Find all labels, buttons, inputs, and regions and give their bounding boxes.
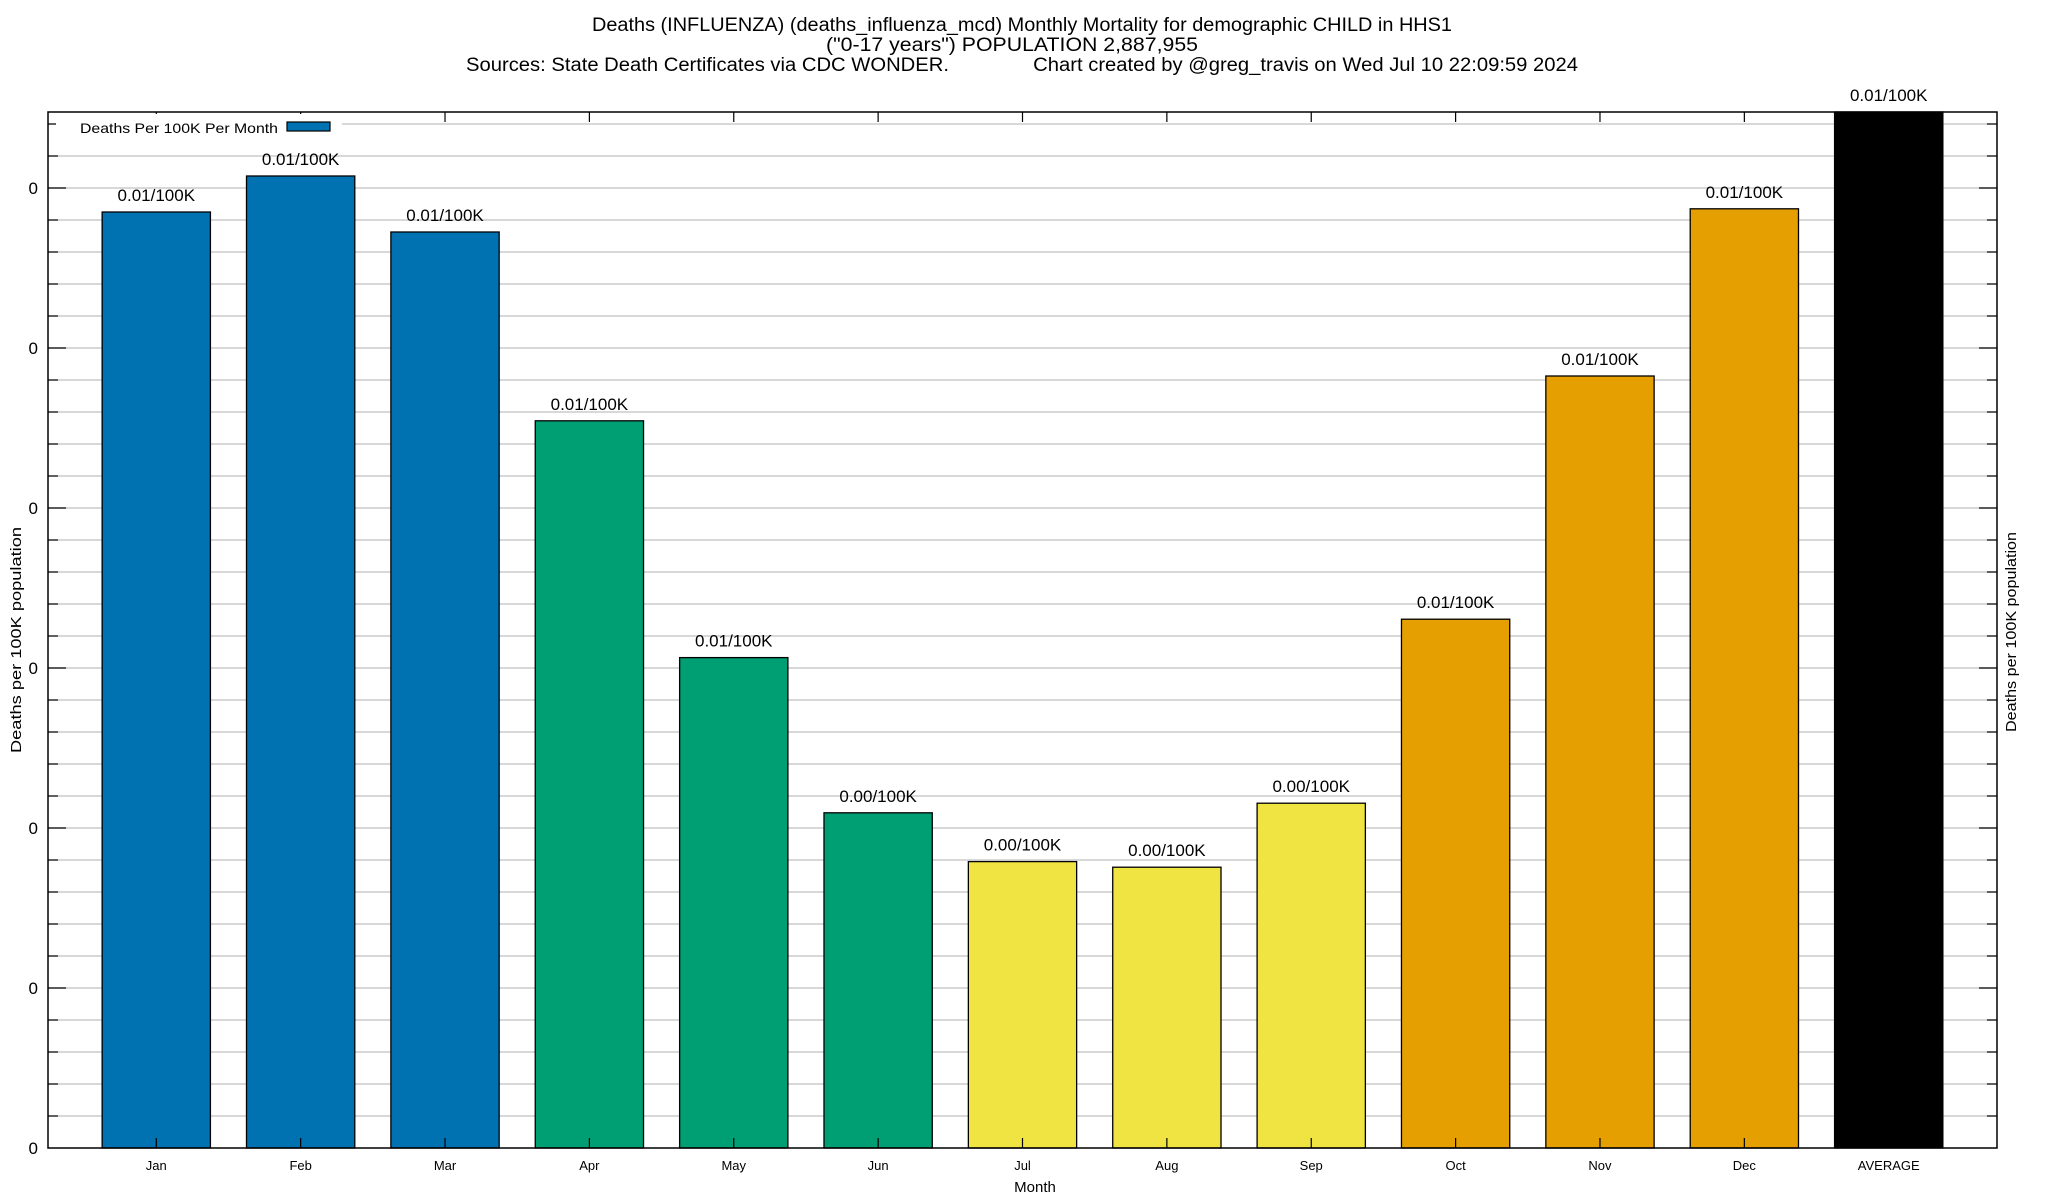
y-tick-label: 0 — [29, 1139, 38, 1158]
legend-label: Deaths Per 100K Per Month — [80, 120, 278, 136]
x-tick-label: Dec — [1733, 1158, 1757, 1173]
title-line-2: ("0-17 years") POPULATION 2,887,955 — [826, 35, 1198, 56]
bar-jan — [101, 211, 212, 1149]
bar-value-label: 0.00/100K — [984, 836, 1062, 855]
y-tick-labels: 0 0 0 0 0 0 0 — [29, 179, 38, 1158]
x-tick-label: Nov — [1588, 1158, 1612, 1173]
x-tick-label: AVERAGE — [1858, 1158, 1920, 1173]
bar-sep — [1256, 802, 1367, 1149]
x-axis-label: Month — [1014, 1179, 1056, 1196]
bar-apr — [534, 420, 645, 1149]
bar-jul — [967, 860, 1078, 1149]
bar-value-label: 0.00/100K — [1128, 841, 1206, 860]
x-tick-labels: Jan Feb Mar Apr May Jun Jul Aug Sep Oct Nov Dec AVER… — [146, 1158, 1920, 1173]
y-tick-label: 0 — [29, 499, 38, 518]
bar-value-label: 0.01/100K — [1706, 183, 1784, 202]
y-tick-label: 0 — [29, 659, 38, 678]
bar-mar — [390, 231, 500, 1149]
x-tick-label: Jun — [868, 1158, 889, 1173]
bar-value-label: 0.01/100K — [406, 206, 484, 225]
bar-oct — [1400, 618, 1511, 1149]
bar-aug — [1112, 866, 1222, 1149]
legend-swatch — [286, 121, 331, 132]
x-tick-label: Jan — [146, 1158, 167, 1173]
x-tick-label: Sep — [1300, 1158, 1323, 1173]
y-tick-label: 0 — [29, 179, 38, 198]
x-tick-label: Feb — [289, 1158, 311, 1173]
bar-nov — [1545, 375, 1655, 1149]
bar-value-label: 0.01/100K — [1417, 593, 1495, 612]
bar-jun — [823, 812, 933, 1149]
bar-value-label: 0.01/100K — [695, 632, 773, 651]
title-line-3: Sources: State Death Certificates via CD… — [466, 55, 1578, 76]
bar-value-label: 0.01/100K — [1850, 86, 1928, 105]
bar-dec — [1689, 208, 1800, 1149]
y-tick-label: 0 — [29, 819, 38, 838]
bar-value-label: 0.00/100K — [839, 787, 917, 806]
bar-may — [678, 656, 789, 1149]
x-tick-label: Aug — [1155, 1158, 1178, 1173]
bar-labels: 0.01/100K 0.01/100K 0.01/100K 0.01/100K 0.01… — [118, 86, 1929, 860]
plot-frame — [47, 111, 1998, 1149]
x-tick-label: Jul — [1014, 1158, 1031, 1173]
bar-value-label: 0.00/100K — [1272, 777, 1350, 796]
y-axis-label: Deaths per 100K population — [8, 527, 25, 753]
x-tick-label: Oct — [1445, 1158, 1466, 1173]
bar-value-label: 0.01/100K — [1561, 350, 1639, 369]
chart-title: Deaths (INFLUENZA) (deaths_influenza_mcd… — [466, 15, 1578, 76]
y-tick-label: 0 — [29, 339, 38, 358]
x-tick-label: Mar — [434, 1158, 457, 1173]
legend: Deaths Per 100K Per Month — [56, 114, 342, 138]
x-tick-label: May — [721, 1158, 746, 1173]
ticks — [48, 112, 1997, 1148]
bar-value-label: 0.01/100K — [551, 395, 629, 414]
bars — [101, 111, 1944, 1149]
y-tick-label: 0 — [29, 979, 38, 998]
bar-value-label: 0.01/100K — [262, 150, 340, 169]
bar-value-label: 0.01/100K — [118, 186, 196, 205]
title-line-1: Deaths (INFLUENZA) (deaths_influenza_mcd… — [592, 15, 1452, 36]
y2-axis-label: Deaths per 100K population — [2003, 532, 2020, 732]
x-tick-label: Apr — [579, 1158, 600, 1173]
bar-feb — [245, 175, 356, 1149]
bar-average — [1833, 111, 1944, 1149]
